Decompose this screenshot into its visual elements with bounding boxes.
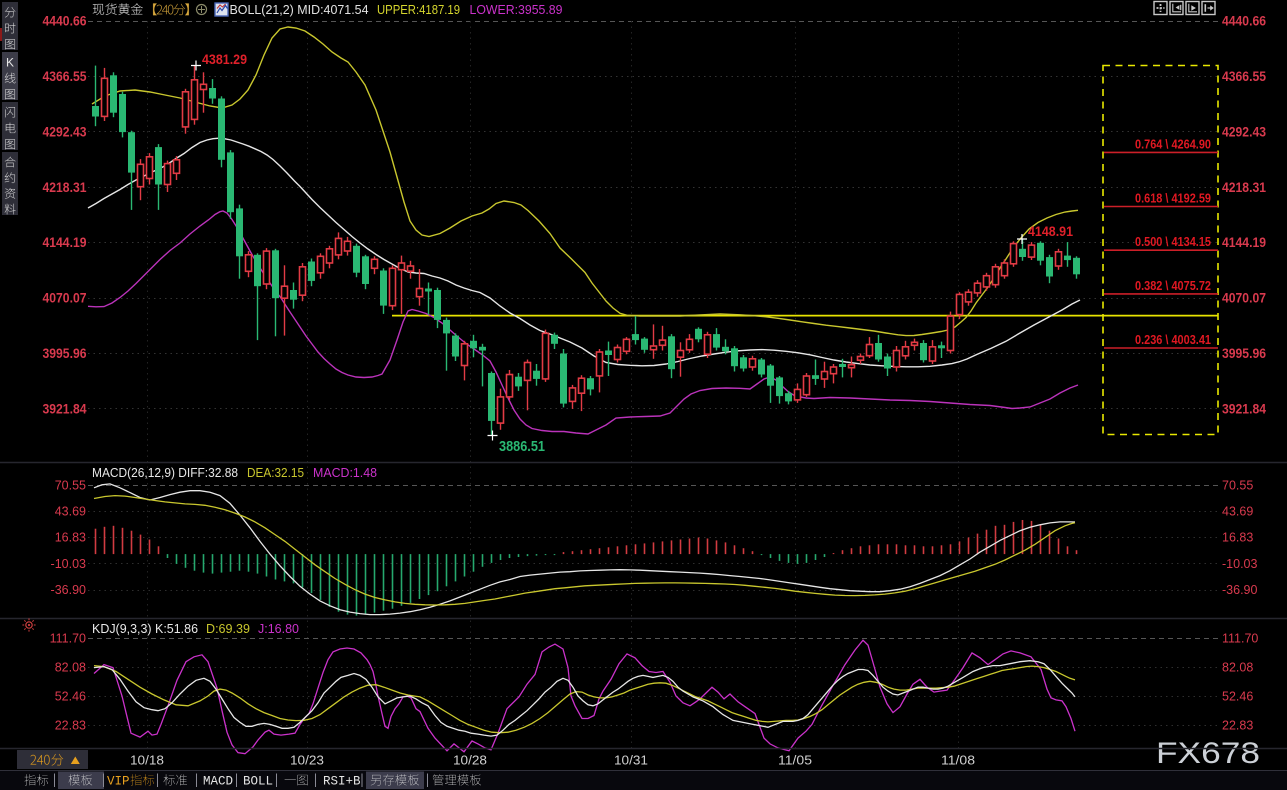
svg-text:FX678: FX678 [1156, 737, 1260, 770]
svg-text:RSI+B: RSI+B [323, 775, 361, 789]
svg-text:82.08: 82.08 [55, 661, 86, 675]
svg-text:4218.31: 4218.31 [1222, 180, 1266, 195]
svg-text:MACD:1.48: MACD:1.48 [313, 465, 377, 480]
svg-text:MACD(26,12,9) DIFF:32.88: MACD(26,12,9) DIFF:32.88 [92, 465, 238, 480]
svg-text:82.08: 82.08 [1222, 661, 1253, 675]
svg-text:22.83: 22.83 [55, 719, 86, 733]
svg-text:10/18: 10/18 [130, 753, 164, 768]
svg-text:10/28: 10/28 [453, 753, 487, 768]
svg-text:0.764 \ 4264.90: 0.764 \ 4264.90 [1135, 136, 1211, 151]
svg-text:D:69.39: D:69.39 [206, 621, 250, 636]
svg-text:3921.84: 3921.84 [43, 402, 87, 417]
svg-text:111.70: 111.70 [50, 632, 86, 646]
svg-text:BOLL: BOLL [243, 775, 273, 789]
svg-text:52.46: 52.46 [55, 690, 86, 704]
svg-text:4366.55: 4366.55 [1222, 69, 1266, 84]
svg-text:3995.96: 3995.96 [1222, 346, 1266, 361]
svg-text:LOWER:3955.89: LOWER:3955.89 [470, 2, 563, 17]
svg-text:52.46: 52.46 [1222, 690, 1253, 704]
svg-text:-36.90: -36.90 [1222, 583, 1257, 597]
svg-text:4440.66: 4440.66 [43, 14, 87, 29]
svg-text:0.382 \ 4075.72: 0.382 \ 4075.72 [1135, 278, 1211, 293]
svg-text:MACD: MACD [203, 775, 233, 789]
svg-text:J:16.80: J:16.80 [258, 621, 299, 636]
svg-text:10/23: 10/23 [290, 753, 324, 768]
svg-text:70.55: 70.55 [1222, 478, 1253, 492]
svg-text:KDJ(9,3,3) K:51.86: KDJ(9,3,3) K:51.86 [92, 621, 198, 636]
svg-text:4070.07: 4070.07 [43, 291, 87, 306]
svg-text:UPPER:4187.19: UPPER:4187.19 [377, 2, 460, 17]
svg-text:0.618 \ 4192.59: 0.618 \ 4192.59 [1135, 191, 1211, 206]
svg-text:4144.19: 4144.19 [1222, 235, 1266, 250]
svg-text:-10.03: -10.03 [51, 557, 86, 571]
svg-text:4366.55: 4366.55 [43, 69, 87, 84]
svg-text:70.55: 70.55 [55, 478, 86, 492]
svg-text:K: K [6, 56, 14, 70]
svg-text:4144.19: 4144.19 [43, 235, 87, 250]
svg-text:4440.66: 4440.66 [1222, 14, 1266, 29]
svg-text:43.69: 43.69 [55, 505, 86, 519]
svg-text:4218.31: 4218.31 [43, 180, 87, 195]
svg-text:111.70: 111.70 [1222, 632, 1258, 646]
svg-text:43.69: 43.69 [1222, 505, 1253, 519]
svg-text:3921.84: 3921.84 [1222, 402, 1266, 417]
svg-text:-36.90: -36.90 [51, 583, 86, 597]
svg-text:VIP: VIP [107, 775, 130, 789]
svg-text:10/31: 10/31 [614, 753, 648, 768]
svg-text:11/08: 11/08 [941, 753, 975, 768]
svg-text:0.500 \ 4134.15: 0.500 \ 4134.15 [1135, 234, 1211, 249]
svg-text:BOLL(21,2) MID:4071.54: BOLL(21,2) MID:4071.54 [230, 2, 369, 17]
svg-text:DEA:32.15: DEA:32.15 [247, 465, 304, 480]
svg-text:16.83: 16.83 [1222, 531, 1253, 545]
svg-text:4148.91: 4148.91 [1028, 223, 1073, 239]
svg-text:22.83: 22.83 [1222, 719, 1253, 733]
svg-text:11/05: 11/05 [778, 753, 812, 768]
svg-text:4381.29: 4381.29 [202, 51, 247, 67]
svg-text:4292.43: 4292.43 [43, 124, 87, 139]
svg-text:16.83: 16.83 [55, 531, 86, 545]
svg-text:0.236 \ 4003.41: 0.236 \ 4003.41 [1135, 332, 1211, 347]
svg-text:4070.07: 4070.07 [1222, 291, 1266, 306]
svg-text:4292.43: 4292.43 [1222, 124, 1266, 139]
svg-text:3886.51: 3886.51 [499, 439, 545, 455]
svg-text:3995.96: 3995.96 [43, 346, 87, 361]
svg-text:-10.03: -10.03 [1222, 557, 1257, 571]
